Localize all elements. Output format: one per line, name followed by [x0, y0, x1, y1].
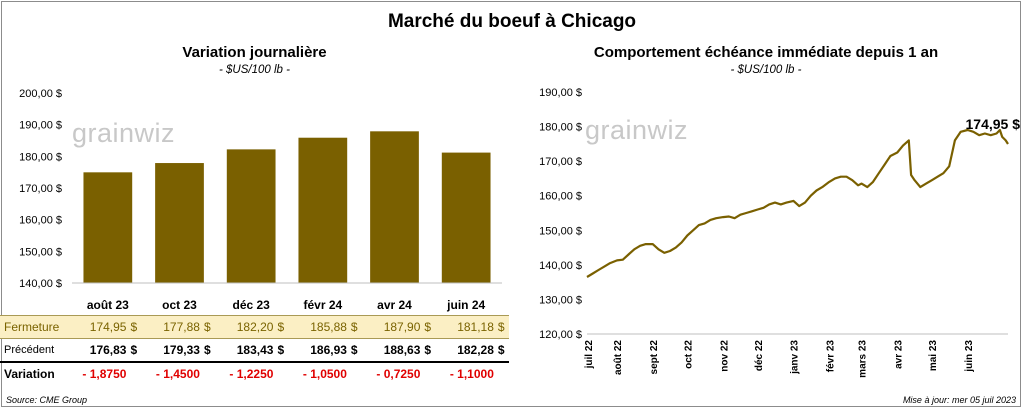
bar — [370, 131, 419, 283]
table-cell: - 1,8750 — [82, 367, 127, 381]
bar — [83, 172, 133, 283]
table-cell-unit — [422, 362, 435, 385]
line-chart-unit: - $US/100 lb - — [730, 64, 802, 76]
table-cell: - 1,2250 — [229, 367, 274, 381]
table-cell-unit: $ — [348, 338, 362, 363]
table-cell-unit — [275, 362, 288, 385]
table-cell: 182,28 — [435, 338, 496, 363]
line-x-tick-label: avr 23 — [893, 340, 904, 369]
bar-chart-title: Variation journalière — [182, 44, 327, 61]
table-cell-unit: $ — [422, 315, 436, 339]
line-x-tick-label: août 22 — [613, 340, 624, 375]
update-note: Mise à jour: mer 05 juil 2023 — [902, 395, 1016, 405]
bar-chart: 140,00 $ 150,00 $ 160,00 $ 170,00 $ 180,00 $… — [19, 88, 502, 312]
table-cell: - 1,1000 — [449, 367, 494, 381]
line-chart-title: Comportement échéance immédiate depuis 1… — [593, 44, 939, 61]
line-y-tick-label: 160,00 $ — [539, 191, 582, 203]
price-series-line — [586, 128, 1009, 278]
table-cell-unit: $ — [128, 315, 142, 339]
bar — [155, 163, 204, 283]
line-y-tick-label: 140,00 $ — [539, 260, 582, 272]
table-cell: 181,18 — [435, 315, 496, 339]
table-cell-unit — [349, 362, 362, 385]
bar — [226, 149, 276, 283]
table-row-label: Fermeture — [0, 315, 68, 339]
line-x-tick-label: mars 23 — [858, 340, 869, 378]
table-cell-unit — [202, 362, 215, 385]
table-cell-unit: $ — [128, 338, 142, 363]
source-note: Source: CME Group — [6, 395, 88, 405]
bar-y-tick-label: 170,00 $ — [19, 183, 62, 195]
bar-x-label: févr 24 — [303, 298, 342, 312]
table-cell: 177,88 — [141, 315, 202, 339]
table-cell-unit: $ — [275, 338, 289, 363]
table-row-previous: Précédent 176,83 $179,33 $183,43 $186,93 $188… — [0, 338, 509, 363]
line-x-tick-label: mai 23 — [928, 340, 939, 372]
bar-chart-unit: - $US/100 lb - — [219, 64, 290, 76]
line-x-tick-label: sept 22 — [649, 340, 660, 375]
bar-y-tick-label: 180,00 $ — [19, 151, 62, 163]
table-cell-unit: $ — [495, 338, 509, 363]
line-x-tick-label: janv 23 — [790, 340, 801, 375]
line-x-tick-label: juil 22 — [584, 340, 595, 370]
table-cell: - 1,0500 — [302, 367, 347, 381]
table-row-change: Variation - 1,8750 - 1,4500 - 1,2250 - 1,050… — [0, 362, 509, 385]
bar-y-tick-label: 140,00 $ — [19, 278, 62, 290]
table-cell-unit: $ — [201, 315, 215, 339]
table-cell: 185,88 — [288, 315, 349, 339]
watermark-logo-right: grainwiz — [585, 115, 689, 145]
main-title: Marché du boeuf à Chicago — [387, 11, 637, 32]
table-cell-unit: $ — [201, 338, 215, 363]
table-cell-unit — [128, 362, 141, 385]
bar-x-label: août 23 — [87, 298, 129, 312]
table-cell-unit: $ — [275, 315, 289, 339]
table-cell: 186,93 — [288, 338, 349, 363]
table-cell: 176,83 — [67, 338, 129, 363]
table-cell: - 0,7250 — [376, 367, 421, 381]
line-x-tick-label: oct 22 — [684, 340, 695, 369]
line-y-tick-label: 130,00 $ — [539, 294, 582, 306]
line-chart: 120,00 $ 130,00 $ 140,00 $ 150,00 $ 160,00 $… — [539, 87, 1021, 378]
table-cell-unit: $ — [348, 315, 362, 339]
table-cell: 183,43 — [214, 338, 276, 363]
bar-y-tick-label: 190,00 $ — [19, 120, 62, 132]
table-row-label: Variation — [4, 367, 55, 381]
line-y-tick-label: 180,00 $ — [539, 122, 582, 134]
bar — [441, 152, 491, 283]
line-x-tick-label: déc 22 — [754, 340, 765, 372]
bar-x-label: déc 23 — [232, 298, 270, 312]
table-cell-unit: $ — [495, 315, 509, 339]
price-table: Fermeture 174,95 $177,88 $182,20 $185,88 $187… — [0, 315, 509, 385]
line-x-tick-label: févr 23 — [825, 340, 836, 373]
table-cell: 182,20 — [214, 315, 276, 339]
bar — [298, 137, 348, 283]
bar-y-tick-label: 160,00 $ — [19, 215, 62, 227]
line-y-tick-label: 120,00 $ — [539, 329, 582, 341]
watermark-logo-left: grainwiz — [72, 118, 176, 148]
table-row-label: Précédent — [0, 338, 68, 363]
table-cell-unit: $ — [422, 338, 436, 363]
table-cell: - 1,4500 — [155, 367, 200, 381]
last-price-label: 174,95 $ — [966, 116, 1021, 132]
bar-x-label: juin 24 — [446, 298, 485, 312]
table-cell: 188,63 — [361, 338, 423, 363]
line-x-tick-label: nov 22 — [719, 340, 730, 372]
table-cell: 179,33 — [141, 338, 202, 363]
bar-x-label: avr 24 — [377, 298, 412, 312]
bar-y-tick-label: 200,00 $ — [19, 88, 62, 100]
bar-y-tick-label: 150,00 $ — [19, 246, 62, 258]
line-y-tick-label: 170,00 $ — [539, 156, 582, 168]
line-y-tick-label: 150,00 $ — [539, 225, 582, 237]
line-x-tick-label: juin 23 — [964, 340, 975, 373]
table-cell: 187,90 — [361, 315, 423, 339]
table-row-close: Fermeture 174,95 $177,88 $182,20 $185,88 $187… — [0, 315, 509, 339]
line-y-tick-label: 190,00 $ — [539, 87, 582, 99]
bar-x-label: oct 23 — [162, 298, 197, 312]
table-cell-unit — [496, 362, 509, 385]
table-cell: 174,95 — [67, 315, 129, 339]
